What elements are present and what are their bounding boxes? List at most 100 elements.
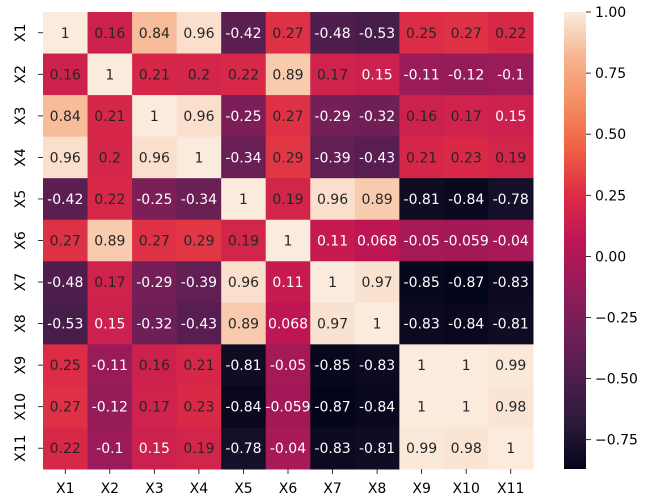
cell-value-label: 0.21 (406, 150, 437, 166)
cell-value-label: 0.17 (317, 67, 348, 83)
cell-value-label: 1 (417, 400, 426, 416)
cell-value-label: 0.89 (272, 67, 303, 83)
colorbar-tick-label: 0.50 (595, 127, 626, 143)
cell-value-label: 0.19 (183, 441, 214, 457)
heatmap-cell-x8-x10 (443, 302, 489, 345)
cell-value-label: 0.89 (94, 234, 125, 250)
heatmap-cell-x6-x11 (488, 219, 534, 262)
heatmap-cell-x3-x11 (488, 95, 534, 138)
heatmap-cell-x5-x11 (488, 178, 534, 221)
heatmap-cell-x7-x7 (310, 261, 356, 304)
cell-value-label: -0.78 (493, 192, 529, 208)
heatmap-cell-x7-x2 (87, 261, 133, 304)
cell-value-label: 0.98 (451, 441, 482, 457)
cell-value-label: 0.27 (272, 26, 303, 42)
heatmap-cell-x1-x8 (354, 12, 400, 55)
cell-value-label: 1 (417, 358, 426, 374)
cell-value-label: -0.34 (181, 192, 217, 208)
cell-value-label: -0.81 (359, 441, 395, 457)
cell-value-label: 0.22 (228, 67, 259, 83)
heatmap-cell-x10-x11 (488, 385, 534, 428)
cell-value-label: 0.99 (406, 441, 437, 457)
cell-value-label: 0.11 (317, 234, 348, 250)
cell-value-label: -0.84 (448, 317, 484, 333)
heatmap-cell-x1-x7 (310, 12, 356, 55)
heatmap-cells (43, 12, 534, 470)
heatmap-cell-x3-x4 (176, 95, 222, 138)
heatmap-cell-x9-x4 (176, 344, 222, 387)
colorbar (564, 12, 586, 469)
cell-value-label: -0.32 (136, 317, 172, 333)
heatmap-cell-x2-x6 (265, 53, 311, 96)
heatmap-cell-x8-x5 (221, 302, 267, 345)
cell-value-label: -0.81 (404, 192, 440, 208)
cell-value-label: -0.81 (225, 358, 261, 374)
y-tick-label: X7 (13, 273, 29, 292)
heatmap-cell-x9-x5 (221, 344, 267, 387)
cell-value-label: -0.11 (92, 358, 128, 374)
cell-value-label: -0.11 (404, 67, 440, 83)
cell-value-label: -0.12 (92, 400, 128, 416)
y-tick-label: X5 (13, 190, 29, 209)
cell-value-label: -0.81 (493, 317, 529, 333)
heatmap-cell-x6-x8 (354, 219, 400, 262)
cell-value-label: 1 (61, 26, 70, 42)
heatmap-cell-x1-x3 (132, 12, 178, 55)
heatmap-cell-x7-x4 (176, 261, 222, 304)
cell-value-label: 0.17 (139, 400, 170, 416)
heatmap-cell-x7-x11 (488, 261, 534, 304)
cell-value-label: -0.05 (404, 234, 440, 250)
heatmap-cell-x4-x11 (488, 136, 534, 179)
cell-value-label: -0.29 (314, 109, 350, 125)
heatmap-cell-x9-x3 (132, 344, 178, 387)
heatmap-cell-x11-x5 (221, 427, 267, 470)
cell-value-label: -0.53 (359, 26, 395, 42)
heatmap-cell-x5-x9 (399, 178, 445, 221)
heatmap-cell-x6-x9 (399, 219, 445, 262)
cell-value-label: 0.27 (451, 26, 482, 42)
cell-value-label: 0.96 (139, 150, 170, 166)
heatmap-cell-x9-x6 (265, 344, 311, 387)
heatmap-cell-x5-x10 (443, 178, 489, 221)
cell-value-label: 0.068 (357, 234, 397, 250)
cell-value-label: 1 (284, 234, 293, 250)
cell-value-label: 1 (462, 400, 471, 416)
heatmap-cell-x9-x2 (87, 344, 133, 387)
heatmap-cell-x10-x9 (399, 385, 445, 428)
colorbar-gradient (564, 12, 586, 469)
cell-value-label: 0.29 (183, 234, 214, 250)
cell-value-label: 0.97 (317, 317, 348, 333)
cell-value-label: 0.98 (495, 400, 526, 416)
heatmap-cell-x2-x2 (87, 53, 133, 96)
cell-value-label: -0.34 (225, 150, 261, 166)
heatmap-cell-x3-x7 (310, 95, 356, 138)
heatmap-cell-x1-x2 (87, 12, 133, 55)
heatmap-cell-x8-x8 (354, 302, 400, 345)
heatmap-cell-x4-x5 (221, 136, 267, 179)
heatmap-cell-x9-x8 (354, 344, 400, 387)
cell-value-label: 1 (194, 150, 203, 166)
heatmap-cell-x11-x11 (488, 427, 534, 470)
heatmap-cell-x5-x6 (265, 178, 311, 221)
heatmap-cell-x11-x6 (265, 427, 311, 470)
cell-value-label: 0.2 (188, 67, 210, 83)
cell-value-label: 0.96 (317, 192, 348, 208)
cell-value-label: -0.87 (314, 400, 350, 416)
heatmap-cell-x2-x11 (488, 53, 534, 96)
cell-value-label: 0.15 (362, 67, 393, 83)
cell-value-label: -0.42 (47, 192, 83, 208)
heatmap-cell-x10-x1 (43, 385, 89, 428)
heatmap-cell-x6-x6 (265, 219, 311, 262)
heatmap-cell-x1-x1 (43, 12, 89, 55)
heatmap-cell-x3-x2 (87, 95, 133, 138)
cell-value-label: -0.1 (96, 441, 123, 457)
cell-value-label: -0.059 (444, 234, 489, 250)
y-axis: X1 X2 X3 X4 X5 X6 X7 X8 X9 X10 X11 (13, 24, 43, 462)
colorbar-tick-label: −0.75 (595, 433, 638, 449)
cell-value-label: 0.15 (495, 109, 526, 125)
cell-value-label: 0.15 (94, 317, 125, 333)
cell-value-label: -0.83 (314, 441, 350, 457)
heatmap-cell-x10-x5 (221, 385, 267, 428)
heatmap-cell-x10-x3 (132, 385, 178, 428)
heatmap-cell-x1-x9 (399, 12, 445, 55)
